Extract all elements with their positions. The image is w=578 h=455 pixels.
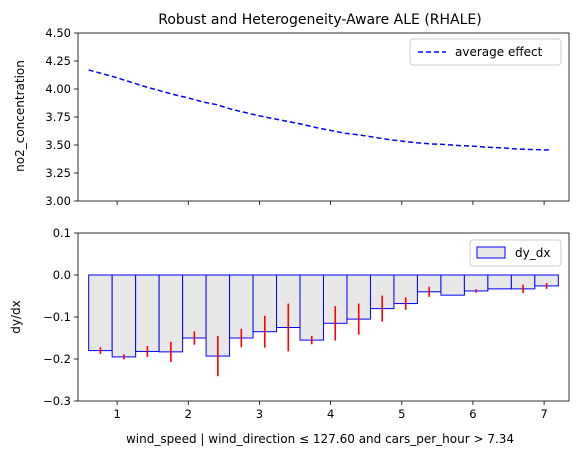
bottom-x-tick-label: 2 [185, 407, 192, 421]
dydx-bar [111, 274, 137, 358]
bottom-y-tick-label: −0.1 [43, 310, 71, 324]
dydx-bar [463, 274, 489, 292]
top-y-tick-label: 4.25 [45, 54, 71, 68]
bottom-x-tick-label: 5 [398, 407, 405, 421]
bottom-axes-frame [77, 232, 570, 402]
top-plot-area: 3.00 3.25 3.50 3.75 4.00 4.25 4.50 [45, 26, 570, 208]
chart-title: Robust and Heterogeneity-Aware ALE (RHAL… [158, 12, 481, 28]
top-axes-frame [77, 32, 570, 202]
top-y-tick-label: 3.25 [45, 166, 71, 180]
dydx-bar [135, 274, 160, 352]
bottom-y-tick-label: 0.1 [53, 226, 71, 240]
dydx-bar [158, 274, 184, 353]
bottom-y-axis-label: dy/dx [9, 300, 23, 333]
top-legend-box [409, 38, 562, 66]
bottom-x-tick-label: 4 [327, 407, 334, 421]
top-y-tick-label: 3.75 [45, 110, 71, 124]
bottom-panel: −0.3 −0.2 −0.1 0.0 0.1 1 2 3 4 5 6 7 dy/dx wind_spe… [9, 226, 570, 446]
dydx-bar [182, 274, 207, 339]
bottom-x-tick-label: 1 [113, 407, 120, 421]
bottom-y-tick-label: −0.3 [43, 394, 71, 408]
bottom-legend-label: dy_dx [515, 246, 550, 260]
bottom-x-tick-label: 7 [540, 407, 547, 421]
bottom-y-tick-label: −0.2 [43, 352, 71, 366]
dydx-bar [299, 274, 325, 341]
top-y-tick-label: 4.50 [45, 26, 71, 40]
dydx-bar [229, 274, 254, 339]
dydx-bar [440, 274, 465, 296]
dydx-bar [88, 274, 113, 352]
bottom-legend: dy_dx [469, 239, 562, 267]
bottom-x-tick-label: 6 [469, 407, 476, 421]
top-y-tick-label: 3.00 [45, 194, 71, 208]
top-legend: average effect [409, 38, 562, 66]
bottom-y-tick-label: 0.0 [53, 268, 71, 282]
top-y-axis-label: no2_concentration [13, 60, 27, 172]
top-y-tick-label: 4.00 [45, 82, 71, 96]
bottom-x-axis-label: wind_speed | wind_direction ≤ 127.60 and… [126, 432, 514, 446]
bottom-x-tick-label: 3 [256, 407, 263, 421]
dydx-bar [487, 274, 512, 290]
average-effect-line [88, 69, 552, 151]
bottom-plot-area: −0.3 −0.2 −0.1 0.0 0.1 1 2 3 4 5 6 7 [43, 226, 570, 421]
top-panel: Robust and Heterogeneity-Aware ALE (RHAL… [13, 12, 570, 208]
bottom-legend-swatch [476, 246, 506, 259]
top-y-tick-label: 3.50 [45, 138, 71, 152]
top-legend-label: average effect [455, 45, 543, 59]
